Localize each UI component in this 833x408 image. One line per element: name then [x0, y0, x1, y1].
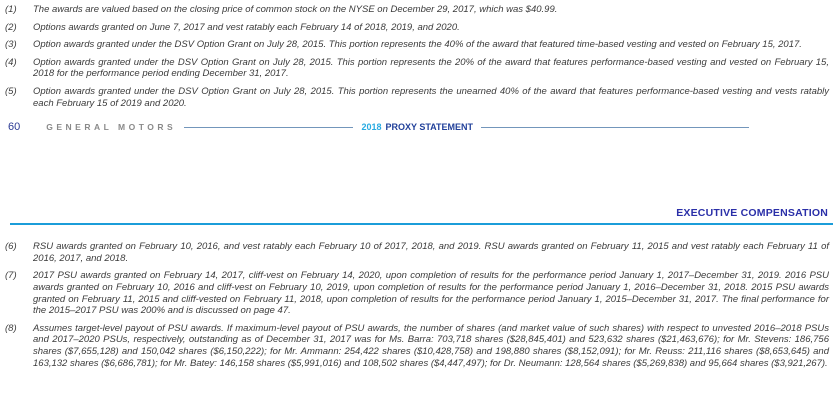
page-break-gap	[5, 135, 829, 207]
company-name: GENERAL MOTORS	[46, 122, 177, 133]
footnote-text: Assumes target-level payout of PSU award…	[33, 322, 829, 369]
proxy-title: PROXY STATEMENT	[385, 122, 473, 133]
footnote-text: Option awards granted under the DSV Opti…	[33, 56, 829, 80]
footnote-number: (5)	[5, 85, 17, 97]
page-footer: 60 GENERAL MOTORS 2018 PROXY STATEMENT	[5, 119, 757, 135]
footnote-text: Option awards granted under the DSV Opti…	[33, 85, 829, 109]
footnote-text: RSU awards granted on February 10, 2016,…	[33, 241, 829, 264]
footnote-text: The awards are valued based on the closi…	[33, 4, 558, 15]
footnote-text: Option awards granted under the DSV Opti…	[33, 39, 802, 51]
footnote-1: (1) The awards are valued based on the c…	[5, 4, 829, 16]
footer-divider-left	[184, 126, 354, 128]
footnote-8: (8) Assumes target-level payout of PSU a…	[5, 323, 829, 369]
footnotes-list-bottom: (6) RSU awards granted on February 10, 2…	[5, 241, 829, 369]
footer-divider-right	[481, 126, 749, 128]
footnote-4: (4) Option awards granted under the DSV …	[5, 57, 829, 80]
section-header: EXECUTIVE COMPENSATION	[676, 207, 828, 220]
page-number: 60	[8, 121, 21, 134]
footnote-number: (4)	[5, 56, 17, 68]
footnote-number: (1)	[5, 4, 17, 15]
footnote-text: Options awards granted on June 7, 2017 a…	[33, 21, 460, 33]
footnote-number: (6)	[5, 241, 17, 253]
footnote-text: 2017 PSU awards granted on February 14, …	[33, 270, 829, 317]
section-header-rule	[10, 223, 833, 226]
footnotes-list-top: (1) The awards are valued based on the c…	[5, 4, 829, 109]
proxy-year: 2018	[361, 122, 382, 133]
footnote-3: (3) Option awards granted under the DSV …	[5, 39, 829, 51]
footnote-number: (3)	[5, 39, 17, 51]
footnote-6: (6) RSU awards granted on February 10, 2…	[5, 241, 829, 264]
footnote-number: (8)	[5, 322, 17, 334]
footnote-7: (7) 2017 PSU awards granted on February …	[5, 270, 829, 316]
footnote-number: (7)	[5, 270, 17, 282]
document-title: 2018 PROXY STATEMENT	[361, 122, 473, 132]
footnote-5: (5) Option awards granted under the DSV …	[5, 86, 829, 109]
footnote-2: (2) Options awards granted on June 7, 20…	[5, 22, 829, 34]
footnote-number: (2)	[5, 21, 17, 33]
